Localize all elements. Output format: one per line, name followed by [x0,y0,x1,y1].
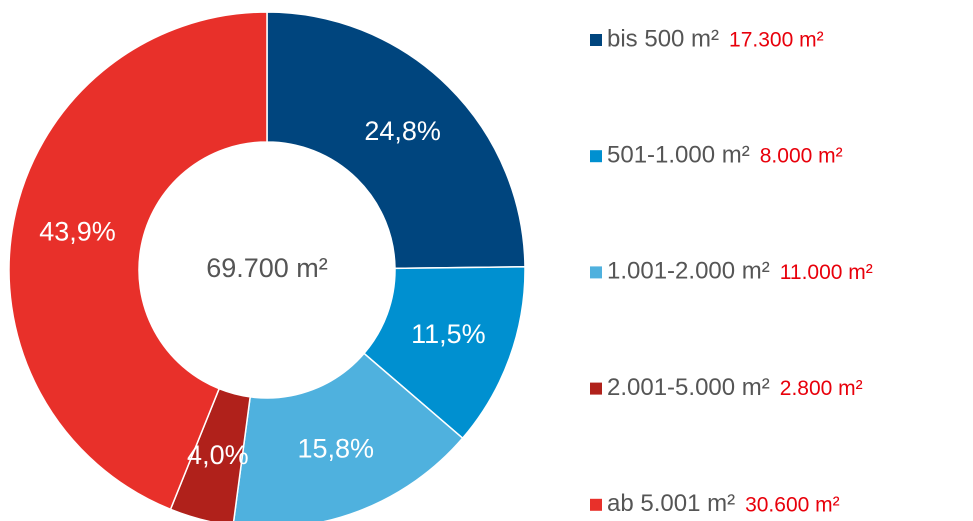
amount-label: 2.800 m² [780,377,863,400]
donut [8,11,526,521]
value-label: 15,8% [298,433,375,463]
center-label: 69.700 m² [206,253,328,283]
slice [8,11,268,511]
legend-label: 1.001-2.000 m² [607,258,770,285]
amount-label: 17.300 m² [729,29,824,52]
slice [266,11,526,270]
slice [232,352,464,521]
amount-label: 11.000 m² [780,261,873,284]
value-label: 11,5% [411,319,486,349]
legend-swatch [590,34,602,46]
legend-label: 501-1.000 m² [607,142,750,169]
legend-swatch [590,498,602,511]
value-label: 4,0% [187,440,249,470]
legend-label: bis 500 m² [607,25,719,52]
value-label: 24,8% [364,116,441,146]
legend-label: ab 5.001 m² [607,490,735,517]
amount-label: 8.000 m² [760,145,843,168]
value-label: 43,9% [39,216,116,246]
legend-swatch [590,150,602,163]
legend-swatch [590,382,602,395]
amount-label: 30.600 m² [745,493,840,516]
legend-swatch [590,266,602,279]
legend-label: 2.001-5.000 m² [607,374,770,401]
